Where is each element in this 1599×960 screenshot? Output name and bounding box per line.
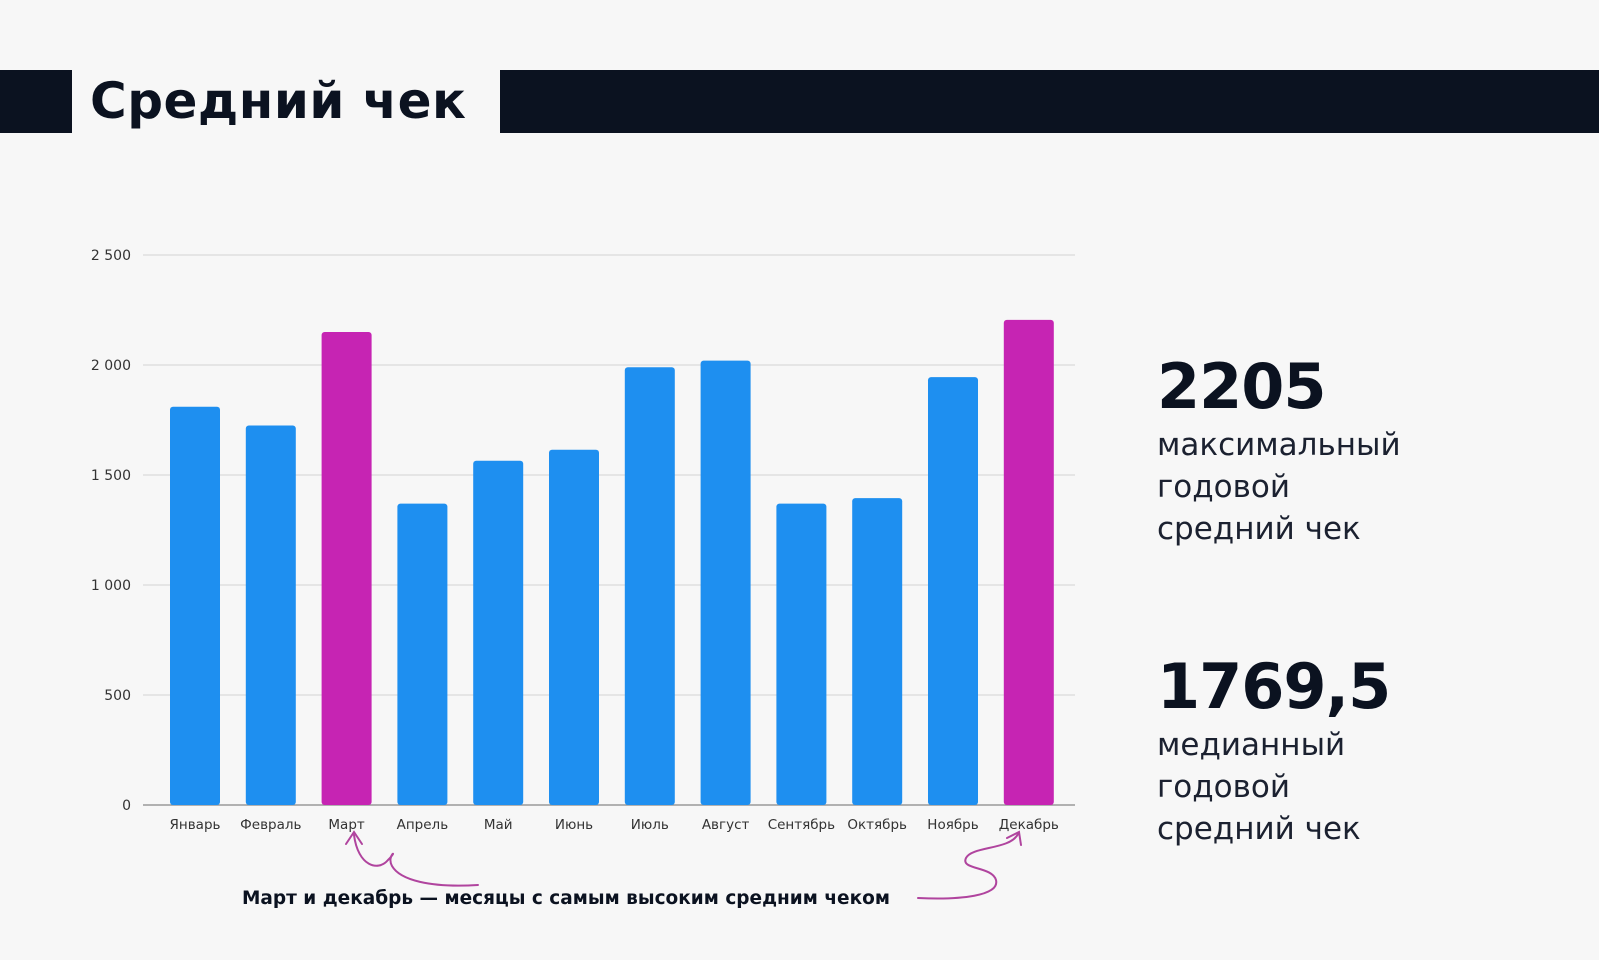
annotation-arrows [345,830,1022,900]
annotation-arrowhead-march [345,830,363,845]
annotation-arrowhead-december [1006,830,1022,846]
title-bar-left-block [0,70,72,133]
stat-median-caption: медианный годовой средний чек [1157,727,1361,847]
stat-median-value: 1769,5 [1157,650,1391,723]
bar-5 [473,460,524,805]
x-tick-label: Июнь [555,817,593,833]
y-tick-label: 2 500 [91,248,131,264]
bar-9 [776,503,827,805]
annotation-arrow-march [353,834,479,887]
bar-1 [170,406,220,805]
x-tick-label: Сентябрь [768,817,835,833]
bar-6 [549,449,599,805]
y-tick-label: 500 [104,688,131,704]
y-tick-label: 2 000 [91,358,131,374]
y-tick-label: 1 500 [91,468,131,484]
x-tick-label: Апрель [397,817,449,833]
x-tick-label: Октябрь [847,817,907,833]
y-axis-ticks: 0 500 1 000 1 500 2 000 2 500 [91,248,131,814]
bar-4 [397,503,448,805]
bars [170,319,1054,805]
x-tick-label: Январь [170,817,221,833]
annotation-arrow-december [917,833,1019,900]
bar-12 [1003,319,1054,805]
bar-2 [245,425,296,805]
chart-annotation: Март и декабрь — месяцы с самым высоким … [242,888,890,909]
x-tick-label: Февраль [240,817,301,833]
x-tick-label: Май [484,817,513,833]
x-tick-label: Март [328,817,364,833]
x-tick-label: Июль [631,817,669,833]
bar-8 [700,360,751,805]
stat-median: 1769,5 медианный годовой средний чек [1157,650,1391,850]
x-tick-label: Декабрь [999,817,1059,833]
title-bar-right-block [500,70,1599,133]
y-tick-label: 1 000 [91,578,131,594]
x-tick-label: Август [702,817,750,833]
y-tick-label: 0 [122,798,131,814]
page-title: Средний чек [90,72,467,130]
bar-10 [852,498,903,805]
bar-3 [321,332,372,805]
grid-lines [143,254,1075,806]
x-axis-ticks: Январь Февраль Март Апрель Май Июнь Июль Август… [170,817,1059,833]
bar-7 [624,367,675,805]
stat-max-caption: максимальный годовой средний чек [1157,427,1401,547]
x-tick-label: Ноябрь [927,817,978,833]
bar-11 [928,377,978,805]
stat-max-value: 2205 [1157,350,1327,423]
stat-max: 2205 максимальный годовой средний чек [1157,350,1401,550]
